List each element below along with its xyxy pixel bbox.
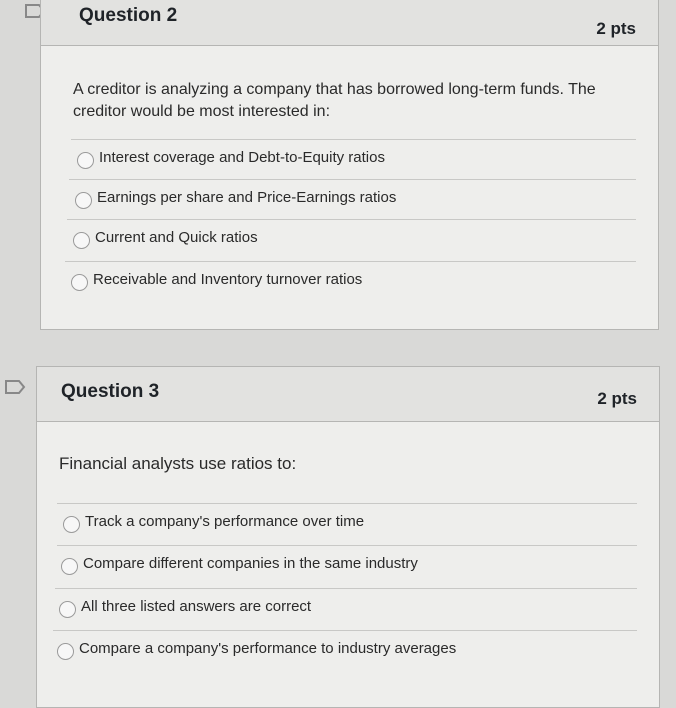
answer-option[interactable]: All three listed answers are correct: [55, 588, 637, 629]
answer-option[interactable]: Earnings per share and Price-Earnings ra…: [69, 179, 636, 220]
flag-question-icon[interactable]: [4, 380, 26, 394]
answer-label: Earnings per share and Price-Earnings ra…: [97, 189, 397, 206]
question-3-card: Question 3 2 pts Financial analysts use …: [36, 366, 660, 708]
answer-label: Compare a company's performance to indus…: [79, 640, 457, 657]
radio-button[interactable]: [75, 192, 92, 209]
question-header: Question 2 2 pts: [41, 0, 658, 46]
answer-label: All three listed answers are correct: [81, 598, 312, 615]
radio-button[interactable]: [71, 274, 88, 291]
answer-option[interactable]: Compare a company's performance to indus…: [53, 630, 637, 671]
radio-button[interactable]: [63, 516, 80, 533]
radio-button[interactable]: [59, 601, 76, 618]
answer-label: Compare different companies in the same …: [83, 555, 418, 572]
radio-button[interactable]: [57, 643, 74, 660]
question-points: 2 pts: [597, 389, 637, 408]
question-points: 2 pts: [596, 19, 636, 38]
answer-label: Receivable and Inventory turnover ratios: [93, 271, 363, 288]
radio-button[interactable]: [61, 558, 78, 575]
answer-label: Current and Quick ratios: [95, 229, 258, 246]
question-header: Question 3 2 pts: [37, 367, 659, 422]
answer-option[interactable]: Current and Quick ratios: [67, 219, 636, 260]
question-text: A creditor is analyzing a company that h…: [73, 81, 596, 120]
question-2-card: Question 2 2 pts A creditor is analyzing…: [40, 0, 659, 330]
answer-label: Interest coverage and Debt-to-Equity rat…: [99, 149, 385, 166]
question-text: Financial analysts use ratios to:: [59, 454, 297, 473]
answer-option[interactable]: Receivable and Inventory turnover ratios: [65, 261, 636, 302]
answer-label: Track a company's performance over time: [85, 513, 365, 530]
question-title: Question 3: [61, 381, 160, 402]
radio-button[interactable]: [73, 232, 90, 249]
question-title: Question 2: [79, 5, 178, 26]
answer-option[interactable]: Interest coverage and Debt-to-Equity rat…: [71, 139, 636, 180]
radio-button[interactable]: [77, 152, 94, 169]
answer-option[interactable]: Compare different companies in the same …: [57, 545, 637, 586]
answer-option[interactable]: Track a company's performance over time: [57, 503, 637, 544]
